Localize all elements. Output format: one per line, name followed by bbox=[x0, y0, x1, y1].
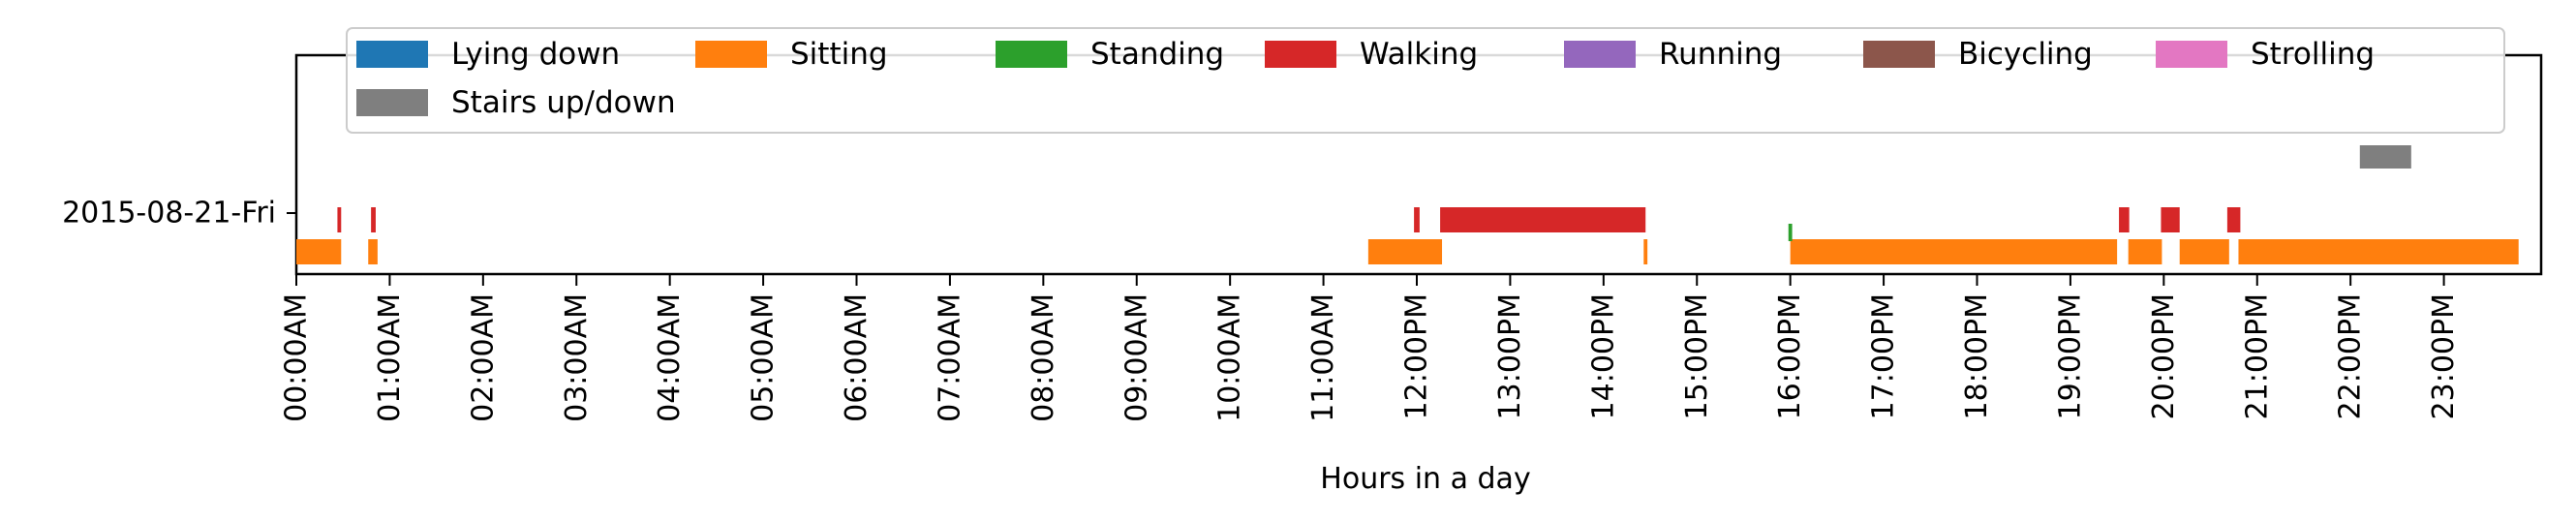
x-tick-label: 07:00AM bbox=[933, 293, 966, 422]
bar-standing bbox=[1788, 224, 1793, 241]
x-tick-label: 11:00AM bbox=[1306, 293, 1340, 422]
x-tick-label: 14:00PM bbox=[1586, 293, 1620, 419]
y-tick-label: 2015-08-21-Fri bbox=[62, 197, 276, 231]
bar-sitting bbox=[2128, 239, 2162, 264]
bar-sitting bbox=[368, 239, 378, 264]
legend-label-strolling: Strolling bbox=[2251, 37, 2375, 72]
x-tick-label: 15:00PM bbox=[1680, 293, 1714, 419]
bar-stairs-up-down bbox=[2359, 145, 2411, 169]
x-tick-label: 18:00PM bbox=[1960, 293, 1994, 419]
x-axis-label: Hours in a day bbox=[1320, 462, 1530, 496]
bar-walking bbox=[371, 207, 376, 232]
x-tick-label: 20:00PM bbox=[2147, 293, 2181, 419]
x-tick-label: 13:00PM bbox=[1493, 293, 1527, 419]
legend-swatch-lying-down bbox=[356, 41, 428, 68]
bar-walking bbox=[337, 207, 342, 232]
x-tick-label: 09:00AM bbox=[1119, 293, 1153, 422]
bar-walking bbox=[2119, 207, 2130, 232]
x-axis: 00:00AM 01:00AM 02:00AM 03:00AM 04:00AM 05:00… bbox=[280, 274, 2461, 422]
legend-swatch-sitting bbox=[695, 41, 767, 68]
legend-label-stairs-up-down: Stairs up/down bbox=[451, 85, 676, 120]
bar-sitting bbox=[1367, 239, 1443, 264]
x-tick-label: 03:00AM bbox=[560, 293, 594, 422]
bar-sitting bbox=[2179, 239, 2229, 264]
x-tick-label: 04:00AM bbox=[653, 293, 687, 422]
legend-label-lying-down: Lying down bbox=[451, 37, 620, 72]
legend-items: Lying down Sitting Standing Walking Running B… bbox=[356, 37, 2375, 120]
legend-swatch-running bbox=[1564, 41, 1636, 68]
x-tick-label: 19:00PM bbox=[2053, 293, 2087, 419]
legend-label-running: Running bbox=[1659, 37, 1782, 72]
legend-label-bicycling: Bicycling bbox=[1958, 37, 2093, 72]
bar-sitting bbox=[2238, 239, 2519, 264]
x-tick-label: 02:00AM bbox=[466, 293, 500, 422]
bar-sitting bbox=[1790, 239, 2118, 264]
x-tick-label: 00:00AM bbox=[280, 293, 314, 422]
x-tick-label: 08:00AM bbox=[1027, 293, 1060, 422]
x-tick-label: 21:00PM bbox=[2240, 293, 2274, 419]
legend: Lying down Sitting Standing Walking Running B… bbox=[346, 27, 2505, 134]
legend-swatch-stairs-up-down bbox=[356, 89, 428, 116]
activity-bars bbox=[296, 145, 2519, 264]
x-tick-label: 01:00AM bbox=[373, 293, 407, 422]
x-tick-label: 17:00PM bbox=[1867, 293, 1901, 419]
x-tick-label: 06:00AM bbox=[840, 293, 874, 422]
legend-label-walking: Walking bbox=[1360, 37, 1478, 72]
plot-area bbox=[294, 53, 2543, 276]
legend-label-standing: Standing bbox=[1090, 37, 1224, 72]
legend-swatch-strolling bbox=[2156, 41, 2227, 68]
x-tick-label: 16:00PM bbox=[1773, 293, 1807, 419]
legend-frame bbox=[346, 27, 2505, 134]
x-tick-label: 22:00PM bbox=[2334, 293, 2368, 419]
bar-walking bbox=[1414, 207, 1420, 232]
bar-walking bbox=[1440, 207, 1646, 232]
legend-label-sitting: Sitting bbox=[790, 37, 888, 72]
x-tick-label: 10:00AM bbox=[1213, 293, 1247, 422]
legend-swatch-bicycling bbox=[1863, 41, 1935, 68]
x-tick-label: 23:00PM bbox=[2427, 293, 2461, 419]
legend-swatch-walking bbox=[1265, 41, 1336, 68]
legend-swatch-standing bbox=[996, 41, 1067, 68]
x-tick-label: 05:00AM bbox=[747, 293, 781, 422]
bar-sitting bbox=[296, 239, 342, 264]
bar-sitting bbox=[1643, 239, 1648, 264]
x-tick-label: 12:00PM bbox=[1400, 293, 1434, 419]
bar-walking bbox=[2226, 207, 2241, 232]
y-axis: 2015-08-21-Fri bbox=[62, 197, 296, 231]
bar-walking bbox=[2161, 207, 2180, 232]
